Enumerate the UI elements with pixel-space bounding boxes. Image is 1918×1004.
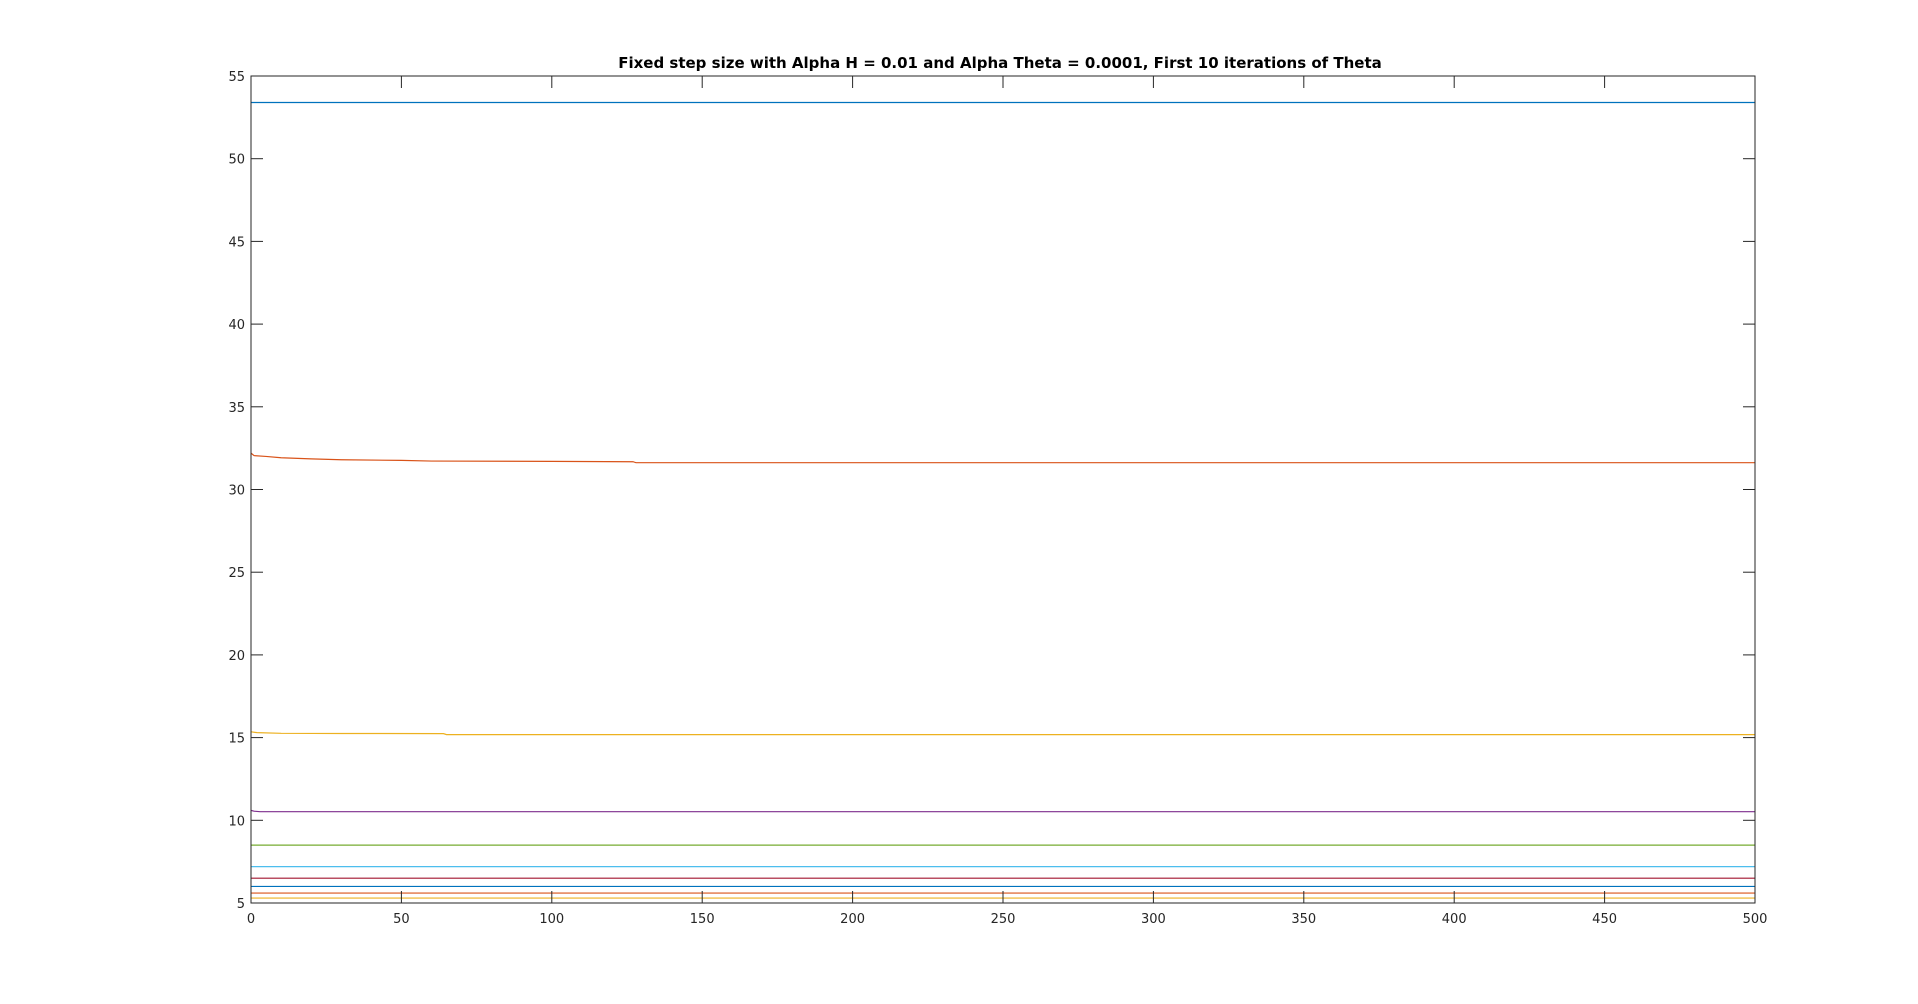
y-tick-label: 50 bbox=[228, 153, 245, 168]
series-layer bbox=[250, 101, 1755, 899]
x-tick-label: 300 bbox=[1141, 912, 1166, 927]
series-line-4 bbox=[250, 809, 1755, 813]
series-line-3 bbox=[250, 731, 1755, 736]
y-tick-label: 10 bbox=[228, 814, 245, 829]
y-tick-label: 30 bbox=[228, 484, 245, 499]
x-tick-label: 250 bbox=[991, 912, 1016, 927]
y-tick-labels: 5 10 15 20 25 30 35 40 45 50 55 bbox=[228, 70, 245, 912]
y-tick-label: 45 bbox=[228, 235, 245, 250]
y-tick-label: 5 bbox=[237, 897, 245, 912]
y-tick-label: 40 bbox=[228, 318, 245, 333]
series-line-2 bbox=[250, 452, 1755, 464]
x-tick-label: 400 bbox=[1442, 912, 1467, 927]
x-tick-label: 50 bbox=[393, 912, 410, 927]
x-tick-labels: 0 50 100 150 200 250 300 350 400 450 500 bbox=[247, 912, 1768, 927]
x-tick-label: 450 bbox=[1592, 912, 1617, 927]
x-tick-label: 500 bbox=[1743, 912, 1768, 927]
x-tick-label: 200 bbox=[840, 912, 865, 927]
y-tick-label: 55 bbox=[228, 70, 245, 85]
axes-box bbox=[250, 75, 1756, 904]
y-tick-label: 25 bbox=[228, 566, 245, 581]
chart-title: Fixed step size with Alpha H = 0.01 and … bbox=[618, 54, 1382, 72]
y-tick-label: 35 bbox=[228, 401, 245, 416]
y-tick-label: 20 bbox=[228, 649, 245, 664]
x-tick-label: 350 bbox=[1291, 912, 1316, 927]
y-tick-label: 15 bbox=[228, 732, 245, 747]
ticks-layer bbox=[250, 75, 1756, 904]
x-tick-label: 150 bbox=[690, 912, 715, 927]
x-tick-label: 0 bbox=[247, 912, 255, 927]
x-tick-label: 100 bbox=[539, 912, 564, 927]
